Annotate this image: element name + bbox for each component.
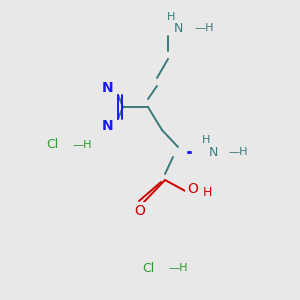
Text: N: N (173, 22, 183, 34)
Text: N: N (102, 119, 114, 133)
Text: —H: —H (168, 263, 188, 273)
Text: N: N (208, 146, 218, 158)
Text: N: N (102, 81, 114, 95)
Text: H: H (202, 187, 212, 200)
Text: H: H (167, 12, 175, 22)
Text: —H: —H (194, 23, 214, 33)
Text: O: O (188, 182, 198, 196)
Text: —H: —H (72, 140, 92, 150)
Text: —H: —H (228, 147, 248, 157)
Text: H: H (202, 135, 210, 145)
Text: O: O (135, 204, 146, 218)
Text: Cl: Cl (142, 262, 154, 275)
Text: Cl: Cl (46, 139, 58, 152)
